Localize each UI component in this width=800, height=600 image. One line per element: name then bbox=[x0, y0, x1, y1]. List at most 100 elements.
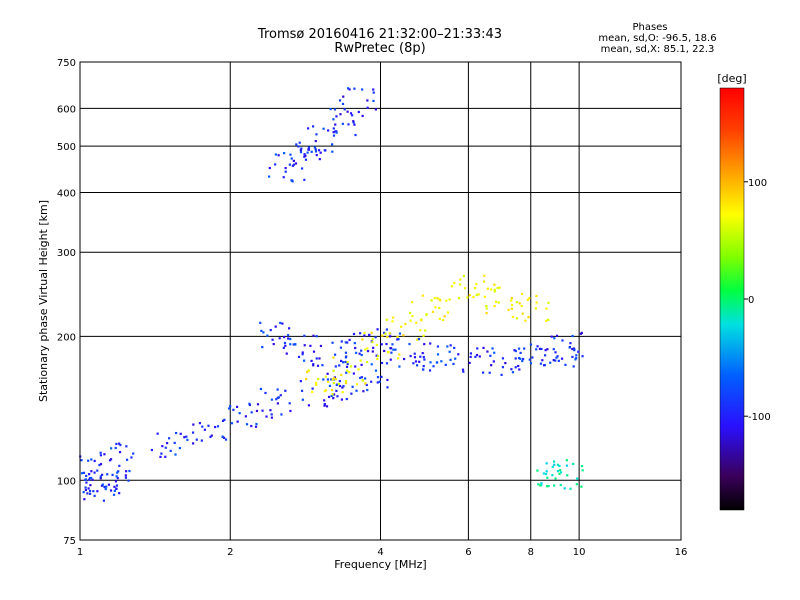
scatter-point bbox=[536, 469, 539, 472]
scatter-point bbox=[327, 395, 331, 399]
scatter-point bbox=[390, 351, 393, 354]
scatter-point bbox=[101, 483, 105, 486]
scatter-point bbox=[386, 386, 389, 389]
scatter-point bbox=[271, 338, 274, 341]
scatter-point bbox=[185, 435, 188, 438]
scatter-point bbox=[551, 474, 554, 477]
scatter-point bbox=[580, 465, 584, 468]
scatter-point bbox=[203, 428, 207, 431]
scatter-point bbox=[106, 473, 109, 476]
scatter-point bbox=[175, 431, 178, 435]
scatter-point bbox=[289, 337, 292, 341]
scatter-point bbox=[496, 286, 499, 290]
scatter-point bbox=[529, 362, 533, 365]
x-tick-label: 8 bbox=[528, 547, 534, 558]
scatter-point bbox=[310, 150, 313, 153]
scatter-point bbox=[332, 397, 335, 400]
scatter-point bbox=[80, 472, 84, 475]
scatter-point bbox=[297, 145, 300, 148]
scatter-point bbox=[551, 465, 554, 468]
scatter-point bbox=[555, 334, 559, 337]
scatter-point bbox=[299, 148, 302, 152]
scatter-point bbox=[268, 166, 271, 170]
scatter-point bbox=[317, 149, 321, 152]
scatter-point bbox=[389, 347, 393, 350]
scatter-point bbox=[519, 357, 522, 360]
scatter-point bbox=[452, 362, 455, 366]
scatter-point bbox=[346, 369, 349, 372]
scatter-point bbox=[82, 491, 85, 494]
scatter-point bbox=[363, 334, 366, 337]
scatter-point bbox=[283, 152, 286, 155]
phases-x-stats: mean, sd,X: 85.1, 22.3 bbox=[600, 44, 715, 55]
scatter-point bbox=[367, 333, 371, 337]
scatter-point bbox=[547, 301, 550, 304]
scatter-point bbox=[336, 395, 339, 398]
scatter-point bbox=[371, 350, 374, 353]
scatter-point bbox=[360, 363, 363, 366]
scatter-point bbox=[312, 364, 315, 367]
scatter-point bbox=[351, 385, 354, 388]
y-axis-label: Stationary phase Virtual Height [km] bbox=[37, 200, 50, 402]
scatter-point bbox=[474, 355, 477, 358]
phases-heading: Phases bbox=[632, 22, 668, 33]
scatter-point bbox=[341, 361, 345, 364]
scatter-point bbox=[186, 438, 189, 441]
scatter-point bbox=[507, 308, 510, 311]
grid-lines bbox=[79, 61, 682, 541]
scatter-point bbox=[326, 378, 330, 381]
scatter-point bbox=[361, 338, 364, 341]
scatter-point bbox=[279, 321, 282, 325]
scatter-point bbox=[93, 471, 96, 474]
scatter-point bbox=[192, 442, 195, 445]
x-axis-label: Frequency [MHz] bbox=[334, 558, 426, 571]
scatter-point bbox=[270, 398, 274, 401]
scatter-point bbox=[535, 348, 538, 351]
scatter-point bbox=[520, 304, 523, 308]
scatter-point bbox=[124, 476, 128, 479]
scatter-point bbox=[478, 355, 481, 358]
scatter-point bbox=[501, 366, 505, 369]
scatter-point bbox=[349, 365, 353, 368]
scatter-point bbox=[553, 484, 556, 487]
x-tick-label: 6 bbox=[465, 547, 471, 558]
scatter-point bbox=[309, 344, 312, 347]
scatter-point bbox=[235, 405, 239, 408]
scatter-point bbox=[289, 409, 292, 413]
scatter-point bbox=[433, 297, 436, 300]
y-tick-label: 300 bbox=[57, 248, 76, 259]
scatter-point bbox=[488, 371, 491, 374]
scatter-point bbox=[493, 351, 496, 354]
scatter-point bbox=[282, 346, 285, 349]
scatter-point bbox=[552, 359, 555, 362]
scatter-point bbox=[353, 342, 356, 345]
scatter-point bbox=[346, 341, 349, 344]
scatter-point bbox=[305, 377, 308, 381]
scatter-point bbox=[420, 319, 423, 322]
scatter-point bbox=[84, 478, 87, 481]
scatter-point bbox=[332, 356, 335, 359]
scatter-point bbox=[89, 484, 92, 487]
chart-title: Tromsø 20160416 21:32:00–21:33:43 bbox=[257, 27, 503, 42]
scatter-point bbox=[295, 143, 298, 146]
scatter-point bbox=[331, 150, 334, 153]
scatter-point bbox=[383, 331, 386, 334]
scatter-point bbox=[359, 376, 362, 380]
scatter-point bbox=[345, 371, 348, 374]
scatter-point bbox=[303, 178, 306, 181]
scatter-point bbox=[566, 474, 569, 477]
scatter-point bbox=[330, 388, 334, 392]
scatter-point bbox=[366, 106, 369, 109]
colorbar-tick-label: -100 bbox=[748, 412, 771, 423]
scatter-point bbox=[93, 494, 96, 497]
scatter-point bbox=[364, 348, 367, 351]
scatter-point bbox=[254, 425, 258, 428]
scatter-point bbox=[415, 321, 418, 324]
scatter-point bbox=[409, 311, 412, 314]
y-tick-label: 400 bbox=[57, 188, 76, 199]
scatter-point bbox=[366, 360, 369, 364]
scatter-point bbox=[156, 432, 159, 435]
y-tick-label: 100 bbox=[57, 476, 76, 487]
scatter-point bbox=[125, 458, 129, 461]
scatter-point bbox=[105, 485, 108, 488]
